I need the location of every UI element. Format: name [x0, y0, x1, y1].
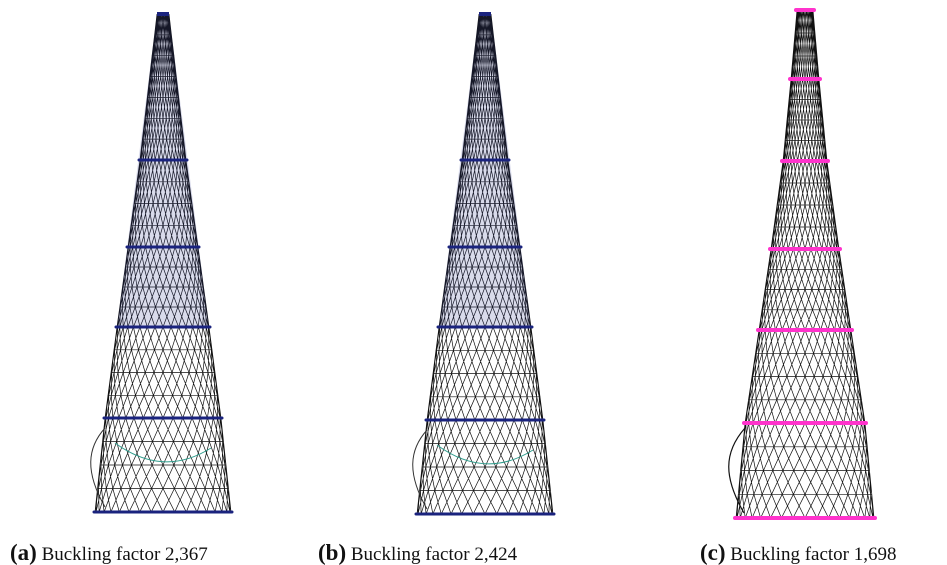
lattice-tint: [439, 14, 531, 327]
tower-top: [479, 12, 491, 16]
caption-c: (c) Buckling factor 1,698: [700, 540, 897, 565]
panel-label: (a): [10, 540, 37, 565]
lattice: [736, 10, 874, 518]
caption-a: (a) Buckling factor 2,367: [10, 540, 208, 565]
figure: (a) Buckling factor 2,367 (b) Buckling f…: [0, 0, 947, 565]
caption-b: (b) Buckling factor 2,424: [318, 540, 518, 565]
panel-label: (b): [318, 540, 346, 565]
lattice-tint: [117, 14, 209, 327]
panel-caption: Buckling factor 2,367: [42, 544, 208, 565]
towers: [91, 10, 875, 518]
panel-caption: Buckling factor 2,424: [351, 544, 518, 565]
tower-top: [157, 12, 169, 16]
panel-caption: Buckling factor 1,698: [730, 544, 896, 565]
panel-label: (c): [700, 540, 726, 565]
